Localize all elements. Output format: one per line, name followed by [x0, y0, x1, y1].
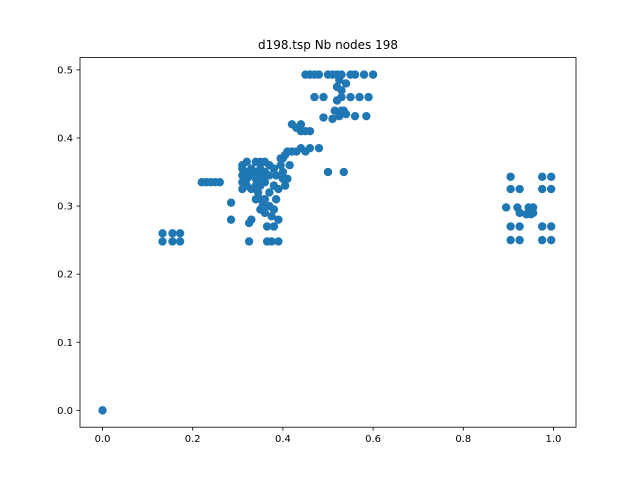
data-point: [319, 113, 328, 122]
y-tick-label: 0.4: [57, 133, 73, 144]
data-point: [296, 120, 306, 129]
data-point: [244, 237, 254, 246]
data-point: [267, 212, 276, 221]
data-point: [319, 92, 328, 102]
y-tick-label: 0.2: [57, 270, 73, 281]
data-point: [274, 215, 283, 224]
data-point: [271, 171, 281, 180]
data-point: [350, 70, 360, 79]
data-point: [168, 237, 177, 246]
data-point: [537, 235, 547, 245]
data-point: [175, 237, 185, 246]
data-point: [260, 208, 270, 218]
data-point: [515, 184, 524, 194]
x-tick-label: 0.0: [95, 434, 111, 445]
data-point: [258, 201, 267, 211]
data-point: [337, 92, 346, 102]
x-tick-label: 0.4: [275, 434, 291, 445]
chart-title: d198.tsp Nb nodes 198: [258, 38, 398, 52]
data-point: [537, 222, 547, 231]
data-point: [274, 184, 283, 194]
data-point: [547, 235, 556, 245]
data-point: [98, 406, 107, 415]
data-point: [528, 203, 538, 212]
data-point: [269, 164, 279, 173]
data-point: [278, 167, 288, 177]
data-point: [328, 114, 337, 124]
data-point: [285, 161, 294, 170]
data-point: [339, 167, 348, 177]
data-point: [323, 167, 333, 177]
y-tick-label: 0.0: [57, 406, 73, 417]
data-point: [280, 181, 290, 190]
data-point: [506, 235, 515, 245]
data-point: [226, 198, 236, 207]
y-tick-label: 0.1: [57, 338, 73, 349]
data-point: [537, 172, 547, 181]
data-point: [501, 203, 511, 212]
data-point: [269, 205, 279, 214]
x-tick-label: 0.6: [365, 434, 381, 445]
data-point: [341, 79, 351, 88]
data-point: [158, 229, 167, 238]
data-point: [346, 92, 355, 102]
data-point: [262, 222, 272, 231]
data-point: [242, 157, 252, 166]
data-point: [359, 70, 369, 79]
data-point: [341, 109, 351, 119]
data-point: [269, 222, 279, 231]
data-point: [337, 70, 346, 79]
data-point: [314, 70, 324, 79]
data-point: [265, 171, 274, 180]
data-point: [515, 222, 524, 231]
data-point: [368, 70, 378, 79]
data-point: [547, 184, 556, 194]
data-point: [362, 111, 371, 121]
data-point: [260, 195, 270, 204]
data-point: [305, 126, 315, 136]
data-point: [547, 222, 556, 231]
x-tick-label: 1.0: [546, 434, 562, 445]
data-point: [547, 172, 556, 181]
data-point: [364, 92, 373, 102]
y-tick-label: 0.3: [57, 202, 73, 213]
data-point: [537, 184, 547, 194]
data-point: [314, 143, 324, 153]
data-point: [215, 178, 224, 187]
data-point: [305, 143, 315, 153]
x-axis: 0.0 0.2 0.4 0.6 0.8 1.0: [95, 427, 562, 445]
data-point: [267, 237, 276, 246]
data-point: [515, 208, 524, 218]
data-point: [350, 111, 360, 121]
data-point: [283, 174, 292, 184]
plot-frame: [79, 57, 577, 428]
data-point: [506, 172, 515, 181]
data-point: [265, 188, 274, 197]
data-point: [260, 178, 270, 187]
data-point: [271, 195, 281, 204]
y-tick-label: 0.5: [57, 65, 73, 76]
data-point: [506, 184, 515, 194]
data-point: [310, 92, 319, 102]
data-point: [247, 215, 256, 224]
x-tick-label: 0.2: [185, 434, 201, 445]
y-axis: 0.0 0.1 0.2 0.3 0.4 0.5: [57, 65, 80, 417]
data-point: [253, 188, 263, 197]
data-point: [515, 235, 524, 245]
data-point: [226, 215, 236, 224]
data-point: [506, 222, 515, 231]
data-point: [175, 229, 185, 238]
data-point: [168, 229, 177, 238]
data-point: [337, 86, 346, 95]
x-tick-label: 0.8: [455, 434, 471, 445]
data-point: [355, 92, 364, 102]
data-points: [98, 70, 556, 415]
data-point: [274, 237, 283, 246]
data-point: [158, 237, 167, 246]
data-point: [276, 161, 285, 170]
